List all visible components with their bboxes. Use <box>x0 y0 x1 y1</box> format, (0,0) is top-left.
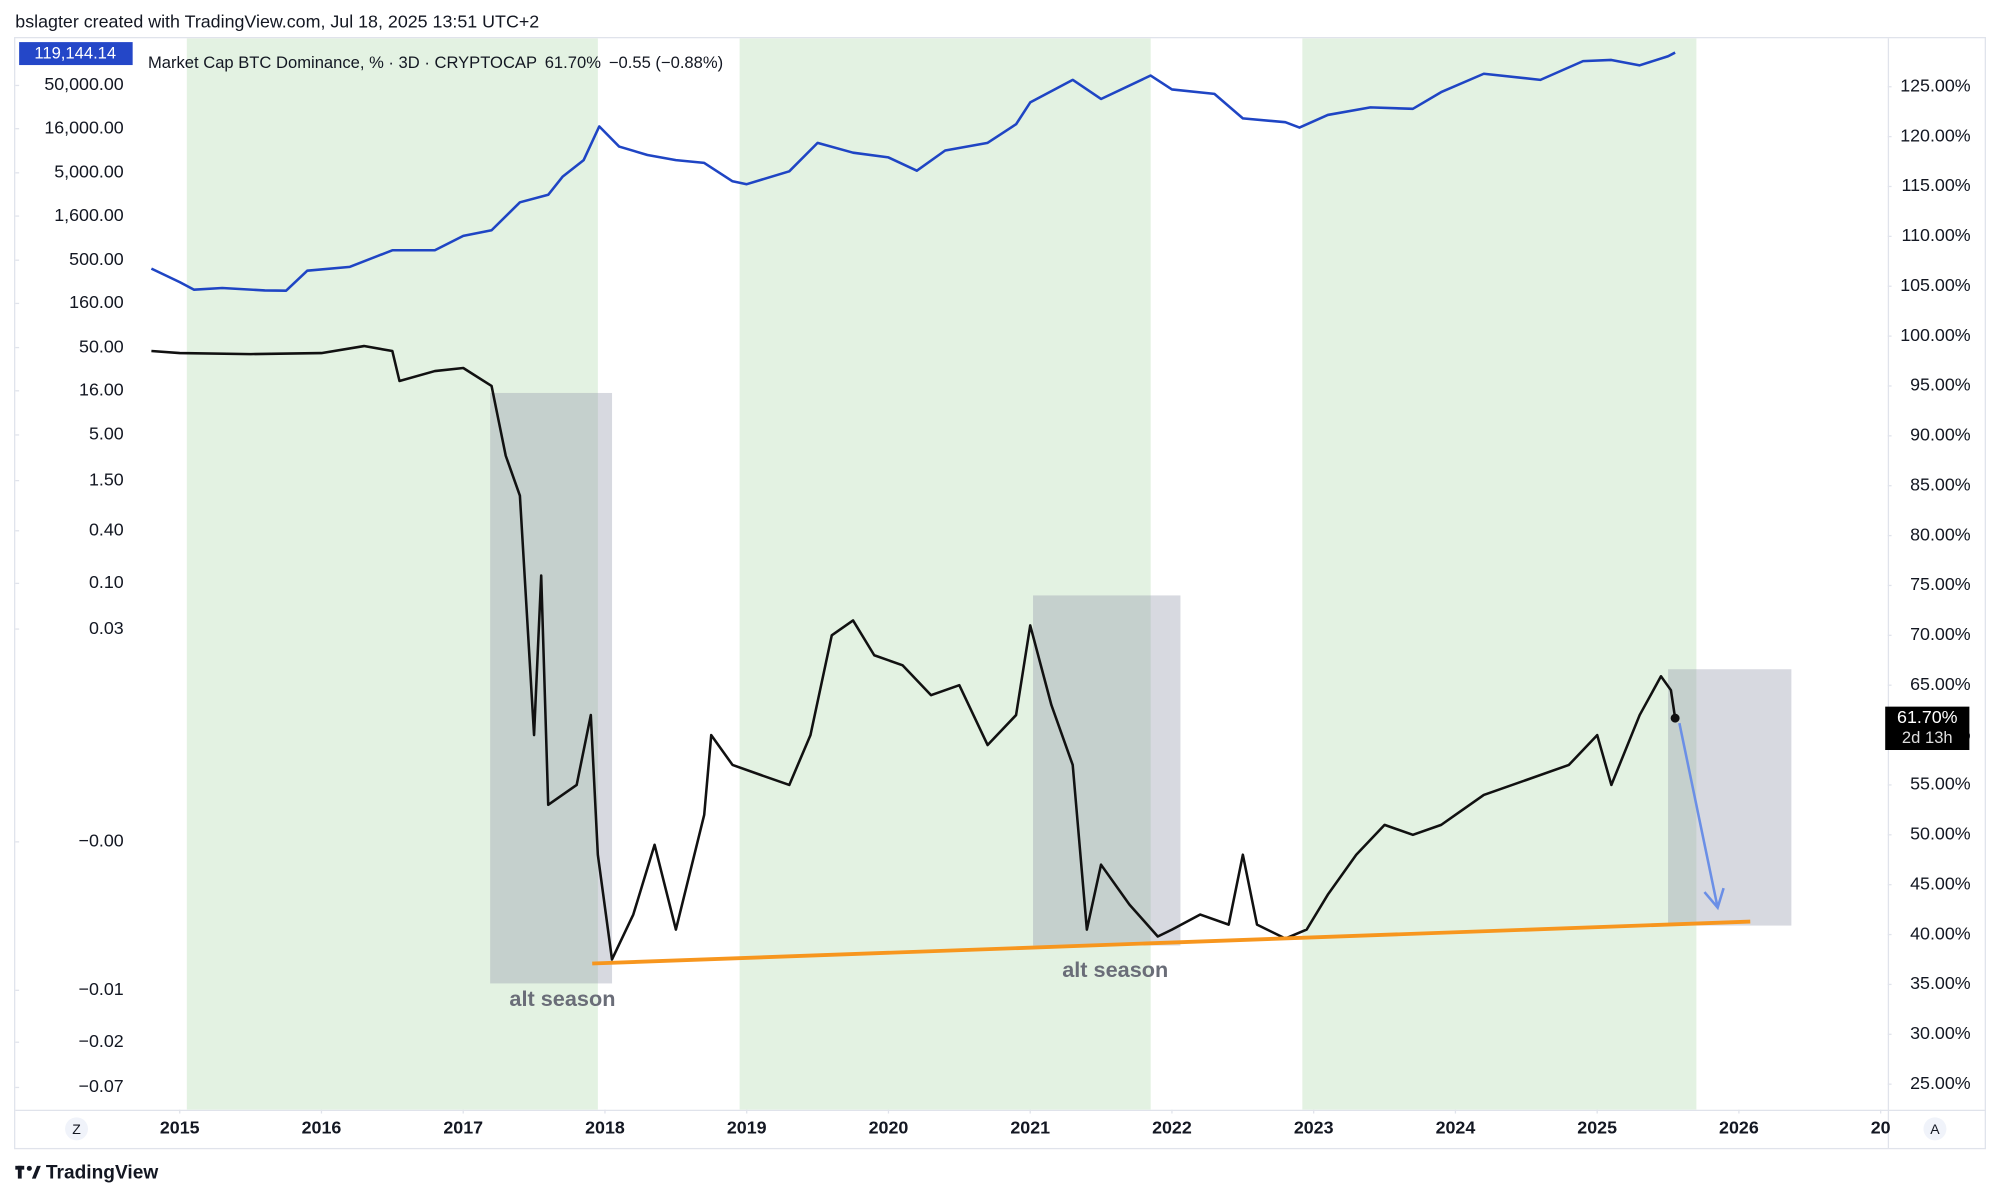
highlight-band <box>739 38 1151 1110</box>
brand-logo <box>15 1165 41 1179</box>
plot-lines <box>150 51 1792 984</box>
y-tick-label: 115.00% <box>1902 175 1971 195</box>
arrow <box>1678 722 1725 911</box>
dominance-badge <box>1885 706 1970 751</box>
y-tick-label: 75.00% <box>1910 574 1971 594</box>
y-tick-label: 80.00% <box>1910 524 1971 544</box>
range-box <box>490 392 613 984</box>
y2-tick-label: 0.03 <box>89 618 124 638</box>
y-tick-label: 25.00% <box>1910 1073 1971 1093</box>
range-box <box>1668 669 1792 926</box>
x-tick-label: 20 <box>1871 1118 1891 1138</box>
x-tick-label: 2024 <box>1436 1118 1476 1138</box>
y2-tick-label: 1.50 <box>89 469 124 489</box>
x-tick-label: 2022 <box>1152 1118 1192 1138</box>
x-tick-label: 2021 <box>1010 1118 1050 1138</box>
price-badge <box>19 42 133 66</box>
x-tick-label: 2023 <box>1294 1118 1334 1138</box>
y-tick-label: 120.00% <box>1900 125 1971 145</box>
button-a-label[interactable]: A <box>1930 1121 1940 1137</box>
y2-tick-label: 0.40 <box>89 519 124 539</box>
y-tick-label: 85.00% <box>1910 474 1971 494</box>
y-tick-label: 100.00% <box>1900 325 1971 345</box>
chart-frame <box>14 37 1986 1150</box>
y-tick-label: 35.00% <box>1910 973 1971 993</box>
last-point <box>1670 713 1680 723</box>
y-tick-label: 95.00% <box>1910 375 1971 395</box>
annotation: alt season <box>1062 957 1168 982</box>
y2-tick-label: −0.00 <box>79 831 124 851</box>
y2-tick-label: 50.00 <box>79 336 124 356</box>
x-tick-label: 2026 <box>1719 1118 1759 1138</box>
y2-tick-label: 500.00 <box>69 249 124 269</box>
button-z-label[interactable]: Z <box>72 1121 81 1137</box>
y-tick-label: 65.00% <box>1910 674 1971 694</box>
legend-title: Market Cap BTC Dominance, % · 3D · CRYPT… <box>148 53 537 72</box>
legend-change: −0.55 (−0.88%) <box>609 53 723 72</box>
y2-tick-label: −0.01 <box>79 979 124 999</box>
x-tick-label: 2019 <box>727 1118 767 1138</box>
y2-tick-label: −0.02 <box>79 1031 124 1051</box>
price-badge-label: 119,144.14 <box>34 44 116 63</box>
button-a[interactable] <box>1923 1117 1947 1141</box>
x-tick-label: 2020 <box>869 1118 909 1138</box>
annotation: alt season <box>509 986 615 1011</box>
y2-tick-label: 160.00 <box>69 292 124 312</box>
y-tick-label: 55.00% <box>1910 774 1971 794</box>
y2-tick-label: 0.10 <box>89 572 124 592</box>
highlight-band <box>186 38 598 1110</box>
brand: TradingView <box>46 1163 158 1184</box>
y-tick-label: 50.00% <box>1910 824 1971 844</box>
y2-tick-label: 50,000.00 <box>44 74 123 94</box>
y2-tick-label: −0.07 <box>79 1076 124 1096</box>
y-tick-label: 125.00% <box>1900 75 1971 95</box>
y-tick-label: 45.00% <box>1910 873 1971 893</box>
x-tick-label: 2017 <box>443 1118 483 1138</box>
y-tick-label: 30.00% <box>1910 1023 1971 1043</box>
dominance-badge-label: 61.70% <box>1897 707 1958 727</box>
y2-tick-label: 16,000.00 <box>44 117 123 137</box>
y2-tick-label: 5.00 <box>89 424 124 444</box>
button-z[interactable] <box>65 1117 89 1141</box>
series-line <box>151 344 1677 961</box>
y-tick-label: 40.00% <box>1910 923 1971 943</box>
highlight-band <box>1302 38 1697 1110</box>
x-tick-label: 2015 <box>160 1118 200 1138</box>
countdown: 2d 13h <box>1902 728 1953 747</box>
y-tick-label: 90.00% <box>1910 425 1971 445</box>
y-tick-label: 70.00% <box>1910 624 1971 644</box>
credit: bslagter created with TradingView.com, J… <box>15 12 539 32</box>
x-tick-label: 2018 <box>585 1118 625 1138</box>
axes: 2015 2016 2017 2018 2019 2020 2021 2022 2023 2024… <box>15 74 1971 1138</box>
x-tick-label: 2025 <box>1577 1118 1617 1138</box>
y2-tick-label: 5,000.00 <box>54 162 124 182</box>
y-tick-label: 110.00% <box>1902 225 1971 245</box>
y-tick-label: 105.00% <box>1900 275 1971 295</box>
x-tick-label: 2016 <box>302 1118 342 1138</box>
plot-background <box>186 38 1697 1110</box>
legend-value: 61.70% <box>545 53 601 72</box>
range-box <box>1033 595 1181 946</box>
series-line <box>150 51 1676 292</box>
y2-tick-label: 16.00 <box>79 380 124 400</box>
y2-tick-label: 1,600.00 <box>54 205 124 225</box>
trendline <box>592 919 1751 966</box>
